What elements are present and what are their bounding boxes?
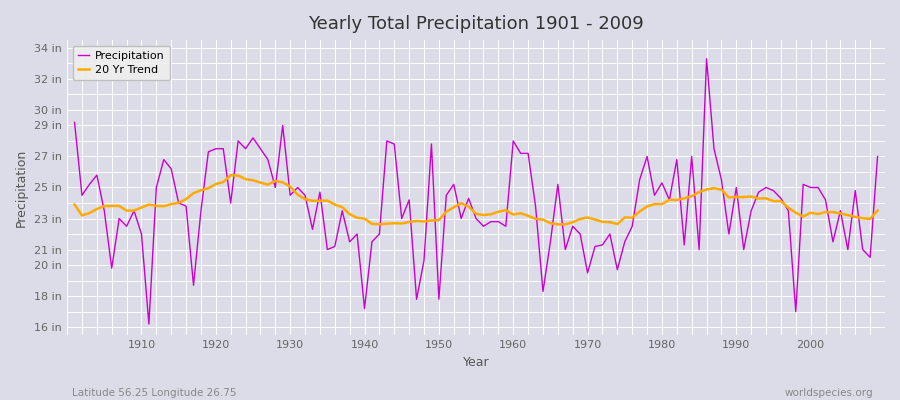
Legend: Precipitation, 20 Yr Trend: Precipitation, 20 Yr Trend	[73, 46, 170, 80]
20 Yr Trend	[508, 212, 518, 217]
Text: worldspecies.org: worldspecies.org	[785, 388, 873, 398]
Title: Yearly Total Precipitation 1901 - 2009: Yearly Total Precipitation 1901 - 2009	[308, 15, 644, 33]
Line: Precipitation: Precipitation	[75, 59, 878, 324]
Precipitation	[872, 154, 883, 159]
20 Yr Trend	[872, 208, 883, 213]
20 Yr Trend	[300, 197, 310, 202]
Line: 20 Yr Trend: 20 Yr Trend	[75, 175, 878, 224]
20 Yr Trend	[69, 202, 80, 207]
20 Yr Trend	[516, 211, 526, 216]
Text: Latitude 56.25 Longitude 26.75: Latitude 56.25 Longitude 26.75	[72, 388, 237, 398]
Precipitation	[516, 151, 526, 156]
20 Yr Trend	[225, 173, 236, 178]
Precipitation	[508, 138, 518, 143]
Precipitation	[605, 232, 616, 236]
20 Yr Trend	[129, 208, 140, 213]
Precipitation	[345, 240, 356, 244]
Precipitation	[69, 120, 80, 125]
Y-axis label: Precipitation: Precipitation	[15, 148, 28, 227]
Precipitation	[129, 208, 140, 213]
20 Yr Trend	[612, 222, 623, 226]
Precipitation	[143, 322, 154, 326]
X-axis label: Year: Year	[463, 356, 490, 369]
Precipitation	[701, 56, 712, 61]
Precipitation	[300, 193, 310, 198]
20 Yr Trend	[553, 222, 563, 227]
20 Yr Trend	[345, 212, 356, 216]
